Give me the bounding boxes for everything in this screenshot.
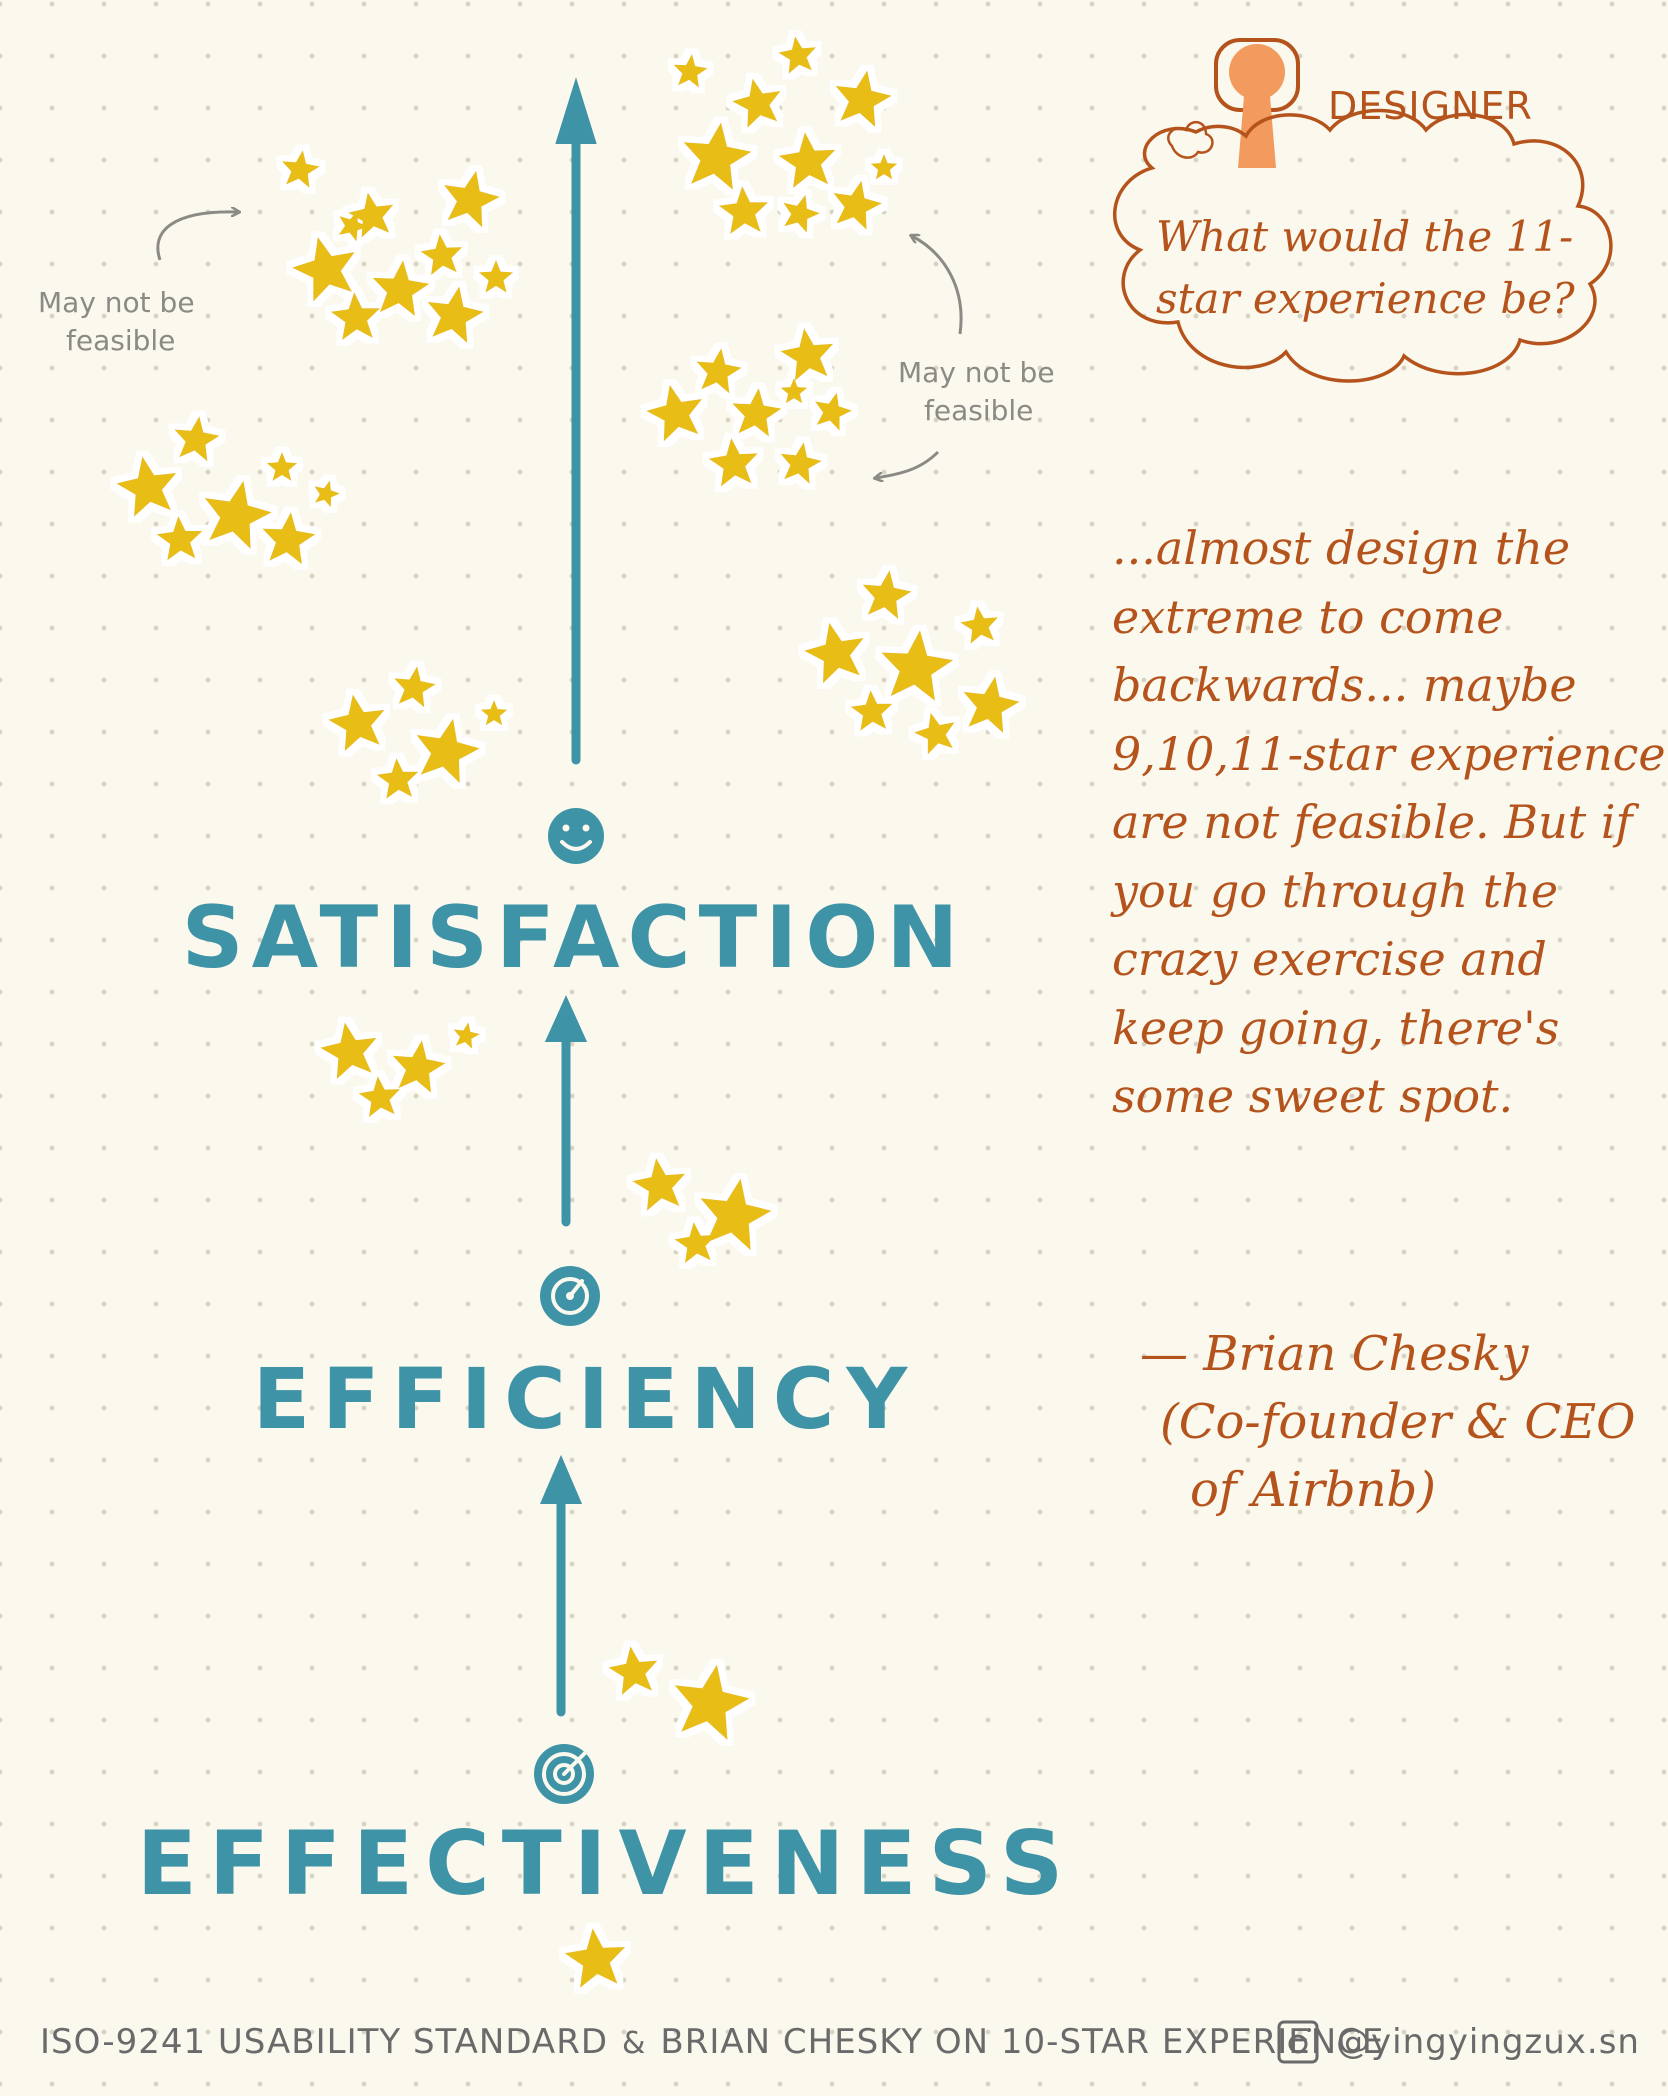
quote-text: ...almost design the extreme to come bac… xyxy=(1112,521,1666,1123)
star xyxy=(282,150,320,188)
star xyxy=(480,700,508,726)
star xyxy=(778,36,816,74)
star xyxy=(674,1222,717,1264)
target-icon xyxy=(534,1742,596,1804)
designer-avatar xyxy=(1214,38,1300,168)
designer-label: DESIGNER xyxy=(1328,84,1533,128)
star xyxy=(116,456,177,517)
star xyxy=(394,666,436,708)
star xyxy=(870,154,898,180)
footer-caption: ISO-9241 USABILITY STANDARD & BRIAN CHESKY… xyxy=(40,2022,1384,2062)
star xyxy=(732,388,782,437)
star xyxy=(850,690,893,731)
star xyxy=(700,1178,772,1251)
star xyxy=(963,676,1020,733)
thought-cloud xyxy=(1112,108,1613,383)
star xyxy=(783,194,820,233)
star xyxy=(262,512,316,565)
star xyxy=(960,606,998,644)
star xyxy=(674,1664,750,1740)
quote-attribution: — Brian Chesky (Co-founder & CEO of Airb… xyxy=(1138,1320,1658,1524)
star xyxy=(328,694,385,751)
star xyxy=(780,442,822,484)
star xyxy=(646,384,702,442)
footer-handle[interactable]: @yingyingzux.sn xyxy=(1278,2022,1640,2062)
star xyxy=(696,348,742,394)
star xyxy=(338,211,368,242)
star xyxy=(292,237,355,302)
star xyxy=(478,260,514,293)
star xyxy=(392,1040,446,1093)
star xyxy=(708,438,758,487)
star xyxy=(266,452,298,481)
star xyxy=(420,234,463,276)
instagram-icon xyxy=(1277,2020,1319,2064)
star xyxy=(174,416,220,462)
progress-arrows xyxy=(539,77,597,1717)
attribution-company: of Airbnb) xyxy=(1190,1462,1436,1518)
star xyxy=(348,192,394,238)
note-may-not-be-feasible-right: May not be feasible xyxy=(898,354,1055,430)
stage-effectiveness: EFFECTIVENESS xyxy=(136,1812,1076,1915)
star xyxy=(444,170,500,228)
star xyxy=(330,292,381,340)
star xyxy=(416,718,480,784)
footer-ampersand: & xyxy=(622,2026,647,2061)
star xyxy=(804,622,864,684)
star xyxy=(835,70,892,127)
star xyxy=(358,1076,401,1118)
note-line: May not be xyxy=(898,356,1055,389)
designer-question: What would the 11-star experience be? xyxy=(1156,212,1575,323)
star xyxy=(833,180,882,230)
star xyxy=(673,54,708,88)
gauge-icon xyxy=(540,1266,600,1326)
star xyxy=(564,1928,626,1988)
note-arrow-right-down xyxy=(876,450,940,478)
star xyxy=(780,378,808,404)
star xyxy=(608,1646,658,1695)
footer-right-text: BRIAN CHESKY ON 10-STAR EXPERIENCE xyxy=(660,2022,1385,2062)
star xyxy=(914,712,955,755)
star xyxy=(314,480,340,508)
instagram-handle[interactable]: @yingyingzux.sn xyxy=(1336,2022,1640,2062)
stage-satisfaction: SATISFACTION xyxy=(181,888,967,988)
star xyxy=(372,260,430,316)
note-line: feasible xyxy=(66,324,176,357)
star xyxy=(376,758,419,799)
star xyxy=(780,328,834,381)
note-may-not-be-feasible-left: May not be feasible xyxy=(38,284,195,360)
star-clusters xyxy=(116,36,1020,1988)
star xyxy=(778,132,836,188)
star xyxy=(732,78,781,128)
attribution-role: (Co-founder & CEO xyxy=(1160,1394,1636,1450)
note-arrow-left xyxy=(156,212,238,261)
stage-efficiency: EFFICIENCY xyxy=(252,1350,920,1448)
attribution-name: — Brian Chesky xyxy=(1140,1326,1529,1382)
star xyxy=(881,630,954,701)
star xyxy=(862,570,912,619)
note-line: May not be xyxy=(38,286,195,319)
star xyxy=(632,1158,686,1211)
star xyxy=(815,392,852,431)
footer-left-text: ISO-9241 USABILITY STANDARD xyxy=(40,2022,608,2062)
star xyxy=(683,122,752,190)
star xyxy=(204,480,272,549)
star xyxy=(453,1022,480,1049)
note-arrow-right-up xyxy=(912,236,963,335)
star xyxy=(156,516,203,561)
star xyxy=(427,286,484,343)
star xyxy=(718,186,769,234)
chesky-quote: ...almost design the extreme to come bac… xyxy=(1112,514,1668,1131)
star xyxy=(320,1022,377,1079)
note-line: feasible xyxy=(924,394,1034,427)
smiley-face-icon xyxy=(548,808,604,864)
